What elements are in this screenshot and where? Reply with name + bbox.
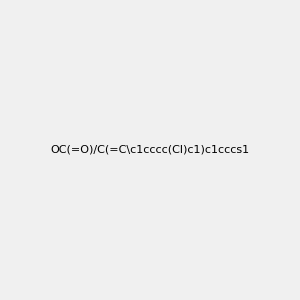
Text: OC(=O)/C(=C\c1cccc(Cl)c1)c1cccs1: OC(=O)/C(=C\c1cccc(Cl)c1)c1cccs1 xyxy=(50,145,250,155)
